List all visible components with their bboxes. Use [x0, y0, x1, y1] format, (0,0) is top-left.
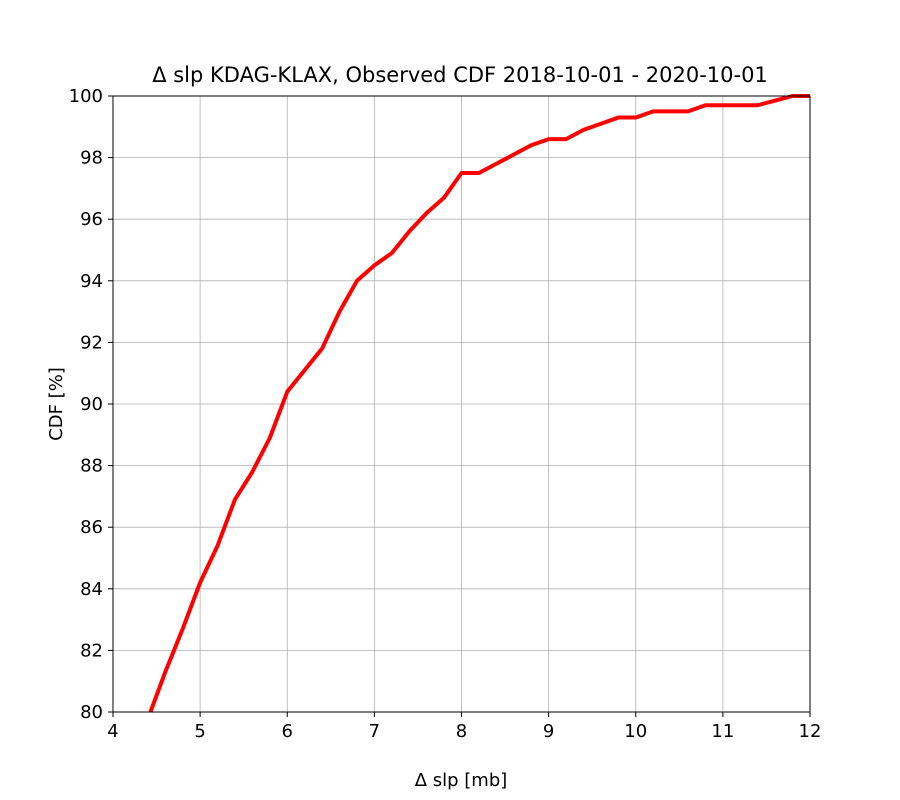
- y-tick-label: 94: [80, 271, 103, 292]
- x-tick-label: 10: [624, 721, 647, 742]
- x-tick-label: 7: [369, 721, 380, 742]
- y-tick-label: 84: [80, 579, 103, 600]
- x-tick-label: 8: [456, 721, 467, 742]
- cdf-series-line: [148, 94, 810, 713]
- x-tick-label: 4: [107, 721, 118, 742]
- x-tick-label: 12: [799, 721, 822, 742]
- y-axis-label: CDF [%]: [46, 367, 67, 441]
- x-axis-label: Δ slp [mb]: [415, 770, 508, 791]
- chart-title: Δ slp KDAG-KLAX, Observed CDF 2018-10-01…: [152, 63, 768, 87]
- plot-area: [148, 94, 810, 713]
- y-tick-label: 80: [80, 702, 103, 723]
- grid: [112, 95, 811, 713]
- y-tick-label: 92: [80, 332, 103, 353]
- y-tick-label: 90: [80, 394, 103, 415]
- y-tick-label: 98: [80, 148, 103, 169]
- x-tick-label: 5: [194, 721, 205, 742]
- y-tick-label: 100: [69, 86, 103, 107]
- y-tick-label: 96: [80, 209, 103, 230]
- x-tick-label: 6: [282, 721, 293, 742]
- y-tick-label: 82: [80, 640, 103, 661]
- x-tick-label: 11: [711, 721, 734, 742]
- y-tick-label: 86: [80, 517, 103, 538]
- x-tick-label: 9: [543, 721, 554, 742]
- y-tick-label: 88: [80, 456, 103, 477]
- axis-ticks: 4 5 6 7 8 9 10 11 12 80 82 84 86 88 90 92 94 96 98 100: [69, 86, 822, 742]
